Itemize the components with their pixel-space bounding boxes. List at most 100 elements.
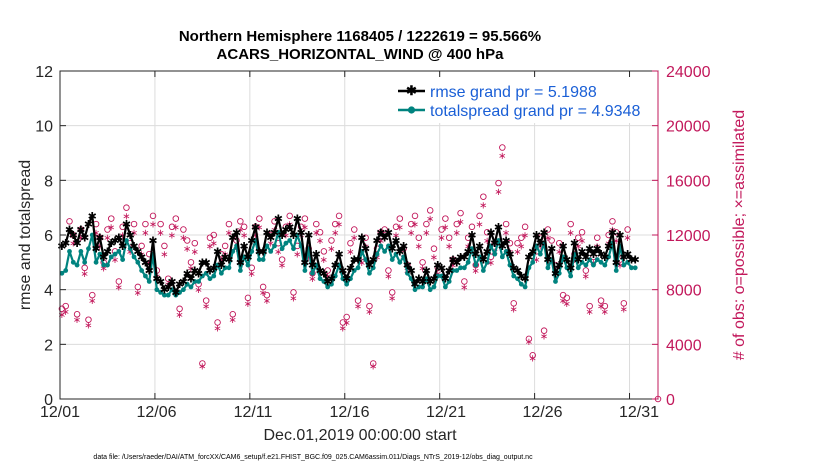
obs-possible-point <box>597 297 605 304</box>
totalspread-point <box>105 262 110 268</box>
rmse-point: ✱ <box>76 224 85 237</box>
y-left-tick-label: 2 <box>44 337 53 354</box>
rmse-point: ✱ <box>88 210 97 223</box>
rmse-point: ✱ <box>209 262 218 275</box>
totalspread-point <box>116 249 122 254</box>
obs-possible-point <box>502 220 510 228</box>
totalspread-point <box>378 243 384 249</box>
rmse-point: ✱ <box>498 240 507 253</box>
rmse-point: ✱ <box>521 273 530 286</box>
obs-possible-point <box>354 297 362 304</box>
obs-possible-point <box>172 215 180 222</box>
rmse-point: ✱ <box>300 256 309 269</box>
rmse-point: ✱ <box>376 226 385 239</box>
obs-possible-point <box>620 300 628 307</box>
obs-possible-point <box>278 256 286 263</box>
obs-possible-point <box>316 229 324 236</box>
obs-assimilated-point: ∗ <box>597 302 605 313</box>
obs-assimilated-point: ∗ <box>456 217 464 228</box>
totalspread-point <box>477 254 482 260</box>
obs-assimilated-point: ∗ <box>289 293 297 304</box>
totalspread-point <box>203 270 209 276</box>
totalspread-point <box>355 265 361 271</box>
obs-assimilated-point: ∗ <box>521 231 529 242</box>
obs-possible-point <box>499 144 506 151</box>
totalspread-point <box>598 259 604 265</box>
rmse-point: ✱ <box>467 229 476 242</box>
obs-possible-point <box>221 242 229 250</box>
y-left-tick-label: 6 <box>44 228 53 245</box>
rmse-point: ✱ <box>532 229 541 242</box>
rmse-point: ✱ <box>103 245 112 258</box>
rmse-point: ✱ <box>372 234 381 247</box>
obs-assimilated-point: ∗ <box>320 255 328 266</box>
obs-assimilated-point: ∗ <box>407 228 415 239</box>
rmse-point: ✱ <box>600 251 609 264</box>
rmse-point: ✱ <box>460 251 469 264</box>
obs-assimilated-point: ∗ <box>236 225 244 236</box>
rmse-point: ✱ <box>331 259 340 272</box>
rmse-point: ✱ <box>80 232 89 245</box>
totalspread-point <box>461 265 467 271</box>
obs-assimilated-point: ∗ <box>566 228 574 239</box>
totalspread-point <box>317 276 323 282</box>
obs-assimilated-point: ∗ <box>160 250 168 261</box>
totalspread-point <box>591 262 596 268</box>
obs-assimilated-point: ∗ <box>274 247 282 258</box>
rmse-point: ✱ <box>433 259 442 272</box>
rmse-line <box>61 214 636 294</box>
totalspread-point <box>325 284 331 290</box>
obs-assimilated-point: ∗ <box>623 233 631 244</box>
rmse-point: ✱ <box>543 254 552 267</box>
obs-assimilated-point: ∗ <box>510 304 518 315</box>
totalspread-point <box>594 257 600 262</box>
totalspread-point <box>374 251 380 257</box>
obs-assimilated-point: ∗ <box>494 187 502 198</box>
obs-assimilated-point: ∗ <box>339 323 347 334</box>
obs-possible-point <box>256 215 263 222</box>
totalspread-point <box>389 257 395 262</box>
obs-possible-point <box>381 226 388 233</box>
y-right-tick-label: 24000 <box>666 64 711 81</box>
obs-assimilated-point: ∗ <box>210 239 218 250</box>
rmse-point: ✱ <box>334 248 343 261</box>
rmse-point: ✱ <box>426 275 435 288</box>
totalspread-point <box>74 262 80 268</box>
rmse-point: ✱ <box>133 245 142 258</box>
obs-assimilated-point: ∗ <box>293 250 301 261</box>
obs-assimilated-point: ∗ <box>582 272 590 283</box>
rmse-point: ✱ <box>84 218 93 231</box>
totalspread-point <box>260 257 266 262</box>
rmse-point: ✱ <box>388 243 397 256</box>
x-axis-label: Dec.01,2019 00:00:00 start <box>263 427 457 444</box>
obs-assimilated-point: ∗ <box>175 310 183 321</box>
obs-possible-point <box>335 212 343 220</box>
obs-assimilated-point: ∗ <box>312 228 320 239</box>
rmse-point: ✱ <box>274 213 283 226</box>
totalspread-point <box>496 238 501 243</box>
obs-assimilated-point: ∗ <box>69 239 77 250</box>
totalspread-point <box>511 273 517 279</box>
totalspread-point <box>435 273 441 279</box>
totalspread-point <box>537 251 543 257</box>
totalspread-point <box>564 265 570 271</box>
rmse-point: ✱ <box>604 240 613 253</box>
totalspread-point <box>329 281 334 287</box>
rmse-point: ✱ <box>414 273 423 286</box>
rmse-point: ✱ <box>308 259 317 272</box>
totalspread-point <box>416 284 422 290</box>
obs-possible-point <box>369 360 377 367</box>
y-left-tick-label: 12 <box>35 64 53 81</box>
obs-possible-point <box>351 226 358 233</box>
obs-possible-point <box>138 242 145 250</box>
rmse-point: ✱ <box>585 243 594 256</box>
obs-assimilated-point: ∗ <box>179 233 187 244</box>
obs-possible-point <box>426 207 434 214</box>
y-right-tick-label: 20000 <box>666 119 711 136</box>
totalspread-point <box>101 262 107 268</box>
totalspread-point <box>158 290 164 295</box>
totalspread-point <box>568 273 574 279</box>
totalspread-point <box>310 270 315 276</box>
obs-assimilated-point: ∗ <box>612 236 620 247</box>
rmse-point: ✱ <box>437 262 446 275</box>
